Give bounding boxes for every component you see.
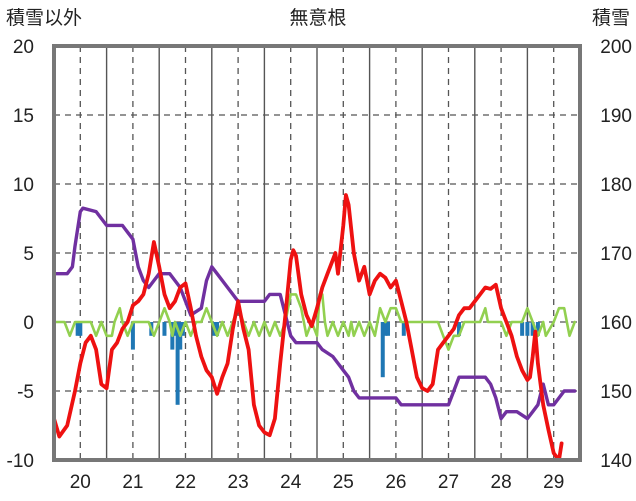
precipitation-bar <box>130 322 135 350</box>
left-y-tick-label: 20 <box>13 37 34 58</box>
snow-depth-series-line <box>52 206 577 421</box>
precipitation-bar <box>525 322 530 336</box>
left-y-tick-label: 5 <box>23 244 34 265</box>
series-layer <box>52 193 577 462</box>
x-tick-label: 21 <box>122 472 143 493</box>
left-y-tick-label: -5 <box>17 382 34 403</box>
right-axis-title: 積雪 <box>592 7 630 29</box>
precipitation-bar <box>383 322 388 336</box>
right-y-tick-label: 140 <box>600 451 632 472</box>
x-axis-ticks: 20 21 22 23 24 25 26 27 28 29 <box>70 472 565 493</box>
left-y-tick-label: 0 <box>23 313 34 334</box>
precipitation-bar <box>215 322 220 336</box>
plot-frame <box>52 44 582 462</box>
x-tick-label: 23 <box>228 472 249 493</box>
precipitation-bar <box>75 322 80 336</box>
precipitation-bar <box>162 322 167 336</box>
right-y-tick-label: 170 <box>600 244 632 265</box>
right-y-tick-label: 160 <box>600 313 632 334</box>
right-y-tick-label: 180 <box>600 175 632 196</box>
right-y-axis-ticks: 200 190 180 170 160 150 140 <box>600 37 632 472</box>
precipitation-bar <box>530 322 535 336</box>
x-tick-label: 25 <box>333 472 354 493</box>
precipitation-bar <box>520 322 525 336</box>
wind-series-line <box>52 293 576 351</box>
left-y-tick-label: 10 <box>13 175 34 196</box>
right-y-tick-label: 200 <box>600 37 632 58</box>
precipitation-bar <box>386 322 391 336</box>
x-tick-label: 22 <box>175 472 196 493</box>
x-tick-label: 20 <box>70 472 91 493</box>
x-tick-label: 28 <box>491 472 512 493</box>
right-y-tick-label: 190 <box>600 106 632 127</box>
x-tick-label: 24 <box>280 472 302 493</box>
left-y-tick-label: -10 <box>7 451 34 472</box>
chart-title: 無意根 <box>289 7 346 29</box>
temperature-series-line <box>52 193 564 462</box>
left-y-axis-ticks: 20 15 10 5 0 -5 -10 <box>7 37 34 472</box>
x-tick-label: 29 <box>543 472 564 493</box>
right-y-tick-label: 150 <box>600 382 632 403</box>
precipitation-bar <box>535 322 540 336</box>
precipitation-bar <box>457 322 462 336</box>
precipitation-bar <box>175 322 180 405</box>
precipitation-bar <box>380 322 385 378</box>
x-tick-label: 26 <box>385 472 406 493</box>
grid-layer <box>54 46 580 460</box>
x-tick-label: 27 <box>438 472 459 493</box>
precipitation-bar <box>78 322 83 336</box>
precipitation-bar <box>401 322 406 336</box>
left-y-tick-label: 15 <box>13 106 34 127</box>
left-axis-title: 積雪以外 <box>6 7 82 29</box>
